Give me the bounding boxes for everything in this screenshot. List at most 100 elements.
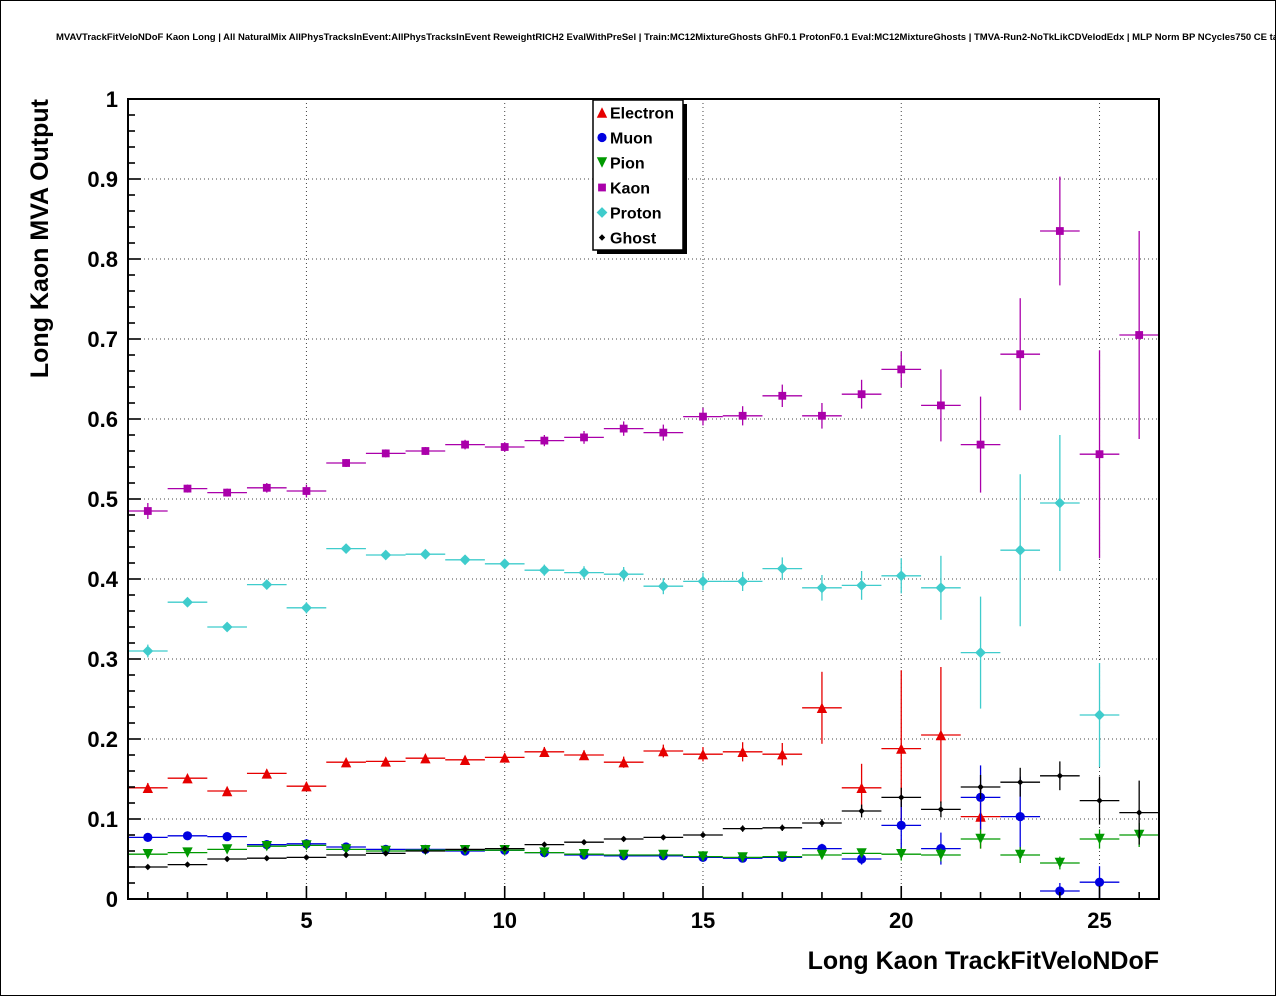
marker — [340, 757, 352, 768]
marker — [976, 440, 985, 449]
marker — [659, 428, 668, 437]
marker — [500, 443, 509, 451]
legend-entry-ghost: Ghost — [598, 231, 657, 248]
marker — [1135, 809, 1143, 816]
marker — [697, 749, 709, 760]
marker — [975, 833, 986, 845]
marker — [777, 851, 788, 862]
marker — [856, 580, 867, 591]
legend-box — [592, 99, 684, 251]
marker — [380, 756, 391, 767]
marker — [1015, 849, 1026, 861]
plot-title: MVAVTrackFitVeloNDoF Kaon Long | All Nat… — [56, 32, 1275, 43]
marker — [596, 157, 608, 168]
series-muon — [128, 765, 1120, 899]
marker — [262, 483, 271, 492]
marker — [1094, 877, 1105, 887]
marker — [598, 234, 606, 241]
y-tick-label: 1 — [106, 87, 118, 112]
marker — [182, 831, 193, 841]
marker — [420, 753, 431, 764]
x-tick-label: 20 — [889, 908, 913, 933]
marker — [618, 849, 629, 861]
marker — [342, 459, 350, 467]
y-tick-label: 0.9 — [87, 167, 118, 192]
marker — [539, 847, 550, 858]
marker — [857, 390, 866, 399]
marker — [261, 579, 273, 590]
marker — [1094, 833, 1105, 845]
marker — [935, 729, 947, 741]
y-tick-label: 0.4 — [87, 567, 118, 592]
marker — [222, 832, 232, 842]
marker — [1055, 886, 1065, 896]
marker — [818, 819, 826, 827]
marker — [856, 854, 867, 864]
y-tick-label: 0 — [106, 887, 118, 912]
legend-entry-kaon: Kaon — [598, 181, 650, 198]
marker — [340, 844, 352, 855]
marker — [596, 107, 608, 118]
marker — [1095, 450, 1104, 459]
marker — [342, 851, 350, 859]
legend-label: Muon — [610, 131, 653, 148]
marker — [540, 436, 549, 445]
x-axis-label: Long Kaon TrackFitVeloNDoF — [808, 947, 1159, 975]
series-pion — [128, 823, 1159, 870]
marker — [1054, 857, 1066, 869]
marker — [1054, 497, 1066, 509]
marker — [975, 647, 986, 658]
marker — [261, 768, 272, 779]
marker — [618, 568, 630, 580]
marker — [776, 563, 788, 574]
marker — [499, 752, 510, 763]
marker — [937, 806, 945, 813]
marker — [737, 576, 749, 587]
marker — [597, 132, 607, 143]
legend-label: Proton — [610, 206, 662, 223]
marker — [380, 549, 392, 561]
y-tick-label: 0.3 — [87, 647, 118, 672]
marker — [1016, 350, 1025, 359]
marker — [221, 785, 233, 797]
marker — [541, 841, 548, 848]
marker — [183, 484, 192, 493]
x-tick-label: 10 — [492, 908, 516, 933]
marker — [816, 702, 828, 713]
marker — [856, 848, 867, 859]
axes: 00.10.20.30.40.50.60.70.80.915 10 15 20 25Lo… — [26, 87, 1160, 975]
marker — [1094, 709, 1105, 721]
x-tick-label: 5 — [300, 908, 312, 933]
marker — [596, 207, 608, 218]
marker — [658, 849, 669, 861]
marker — [143, 832, 153, 843]
series-proton — [128, 435, 1120, 767]
marker — [382, 850, 389, 857]
marker — [459, 554, 471, 566]
y-tick-label: 0.8 — [87, 247, 118, 272]
marker — [422, 847, 429, 855]
marker — [182, 847, 193, 858]
marker — [935, 582, 947, 594]
marker — [1055, 227, 1064, 235]
marker — [221, 621, 233, 633]
marker — [977, 783, 984, 791]
legend-label: Pion — [610, 156, 645, 173]
marker — [699, 412, 707, 421]
marker — [619, 424, 628, 433]
marker — [182, 596, 193, 608]
marker — [816, 849, 828, 861]
marker — [142, 782, 154, 793]
marker — [738, 411, 747, 420]
marker — [937, 401, 945, 410]
legend-entry-pion: Pion — [596, 156, 645, 173]
marker — [856, 782, 867, 793]
marker — [578, 749, 590, 761]
y-tick-label: 0.1 — [87, 807, 118, 832]
marker — [697, 576, 709, 587]
marker — [580, 839, 588, 846]
marker — [1014, 544, 1026, 556]
marker — [1096, 797, 1103, 804]
legend-entry-muon: Muon — [597, 131, 653, 148]
series-kaon — [128, 176, 1159, 559]
